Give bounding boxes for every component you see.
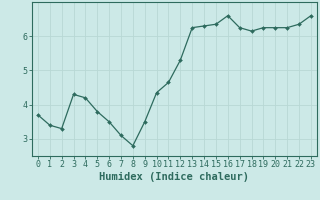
X-axis label: Humidex (Indice chaleur): Humidex (Indice chaleur) (100, 172, 249, 182)
